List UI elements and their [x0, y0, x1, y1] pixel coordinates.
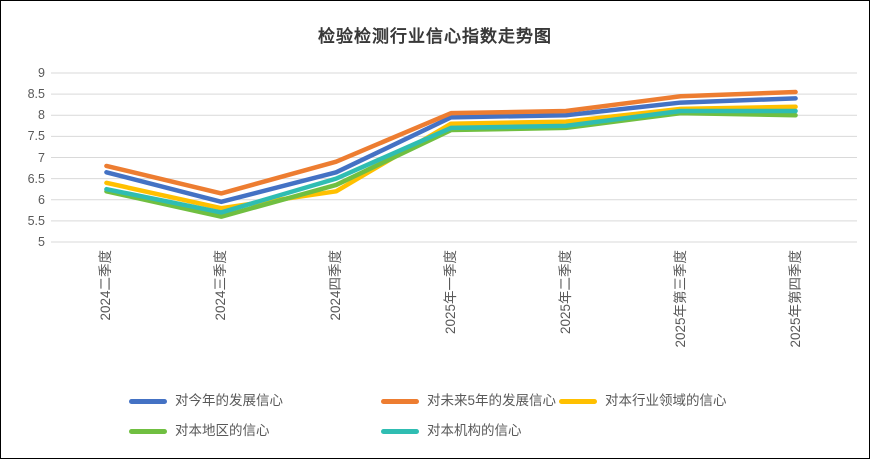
x-axis-label: 2025年一季度 — [443, 250, 458, 335]
legend-marker-icon — [381, 428, 419, 434]
x-axis-label: 2025年二季度 — [557, 250, 573, 335]
legend-item: 对本地区的信心 — [129, 422, 270, 440]
x-axis-label: 2024二季度 — [98, 250, 114, 321]
legend-marker-icon — [559, 398, 597, 404]
series-line-1 — [104, 89, 798, 196]
y-tick-label: 5 — [38, 235, 45, 249]
legend-item: 对本行业领域的信心 — [559, 392, 727, 410]
y-tick-label: 8 — [38, 108, 45, 123]
x-axis-label: 2024四季度 — [328, 250, 344, 321]
y-tick-label: 6 — [38, 192, 45, 207]
legend-label: 对本地区的信心 — [175, 423, 270, 438]
x-axis-label: 2024三季度 — [213, 250, 229, 321]
legend-label: 对本机构的信心 — [427, 423, 522, 438]
series-line-4 — [104, 108, 798, 215]
legend-item: 对未来5年的发展信心 — [381, 392, 556, 410]
y-tick-label: 9 — [38, 66, 45, 80]
legend-marker-icon — [381, 398, 419, 404]
y-tick-label: 7 — [38, 150, 45, 165]
legend-item: 对本机构的信心 — [381, 422, 522, 440]
y-tick-label: 8.5 — [27, 87, 45, 102]
legend-marker-icon — [129, 428, 167, 434]
legend-label: 对今年的发展信心 — [175, 393, 283, 408]
y-tick-label: 5.5 — [27, 213, 45, 228]
y-tick-label: 6.5 — [27, 171, 45, 186]
y-tick-label: 7.5 — [27, 129, 45, 144]
legend-label: 对本行业领域的信心 — [605, 393, 727, 408]
legend-label: 对未来5年的发展信心 — [427, 393, 557, 408]
legend-item: 对今年的发展信心 — [129, 392, 283, 410]
chart-title: 检验检测行业信心指数走势图 — [318, 27, 552, 46]
x-axis-label: 2025年第三季度 — [672, 250, 688, 348]
x-axis-label: 2025年第四季度 — [787, 250, 803, 348]
legend-marker-icon — [129, 398, 167, 404]
series-line-0 — [104, 96, 798, 205]
